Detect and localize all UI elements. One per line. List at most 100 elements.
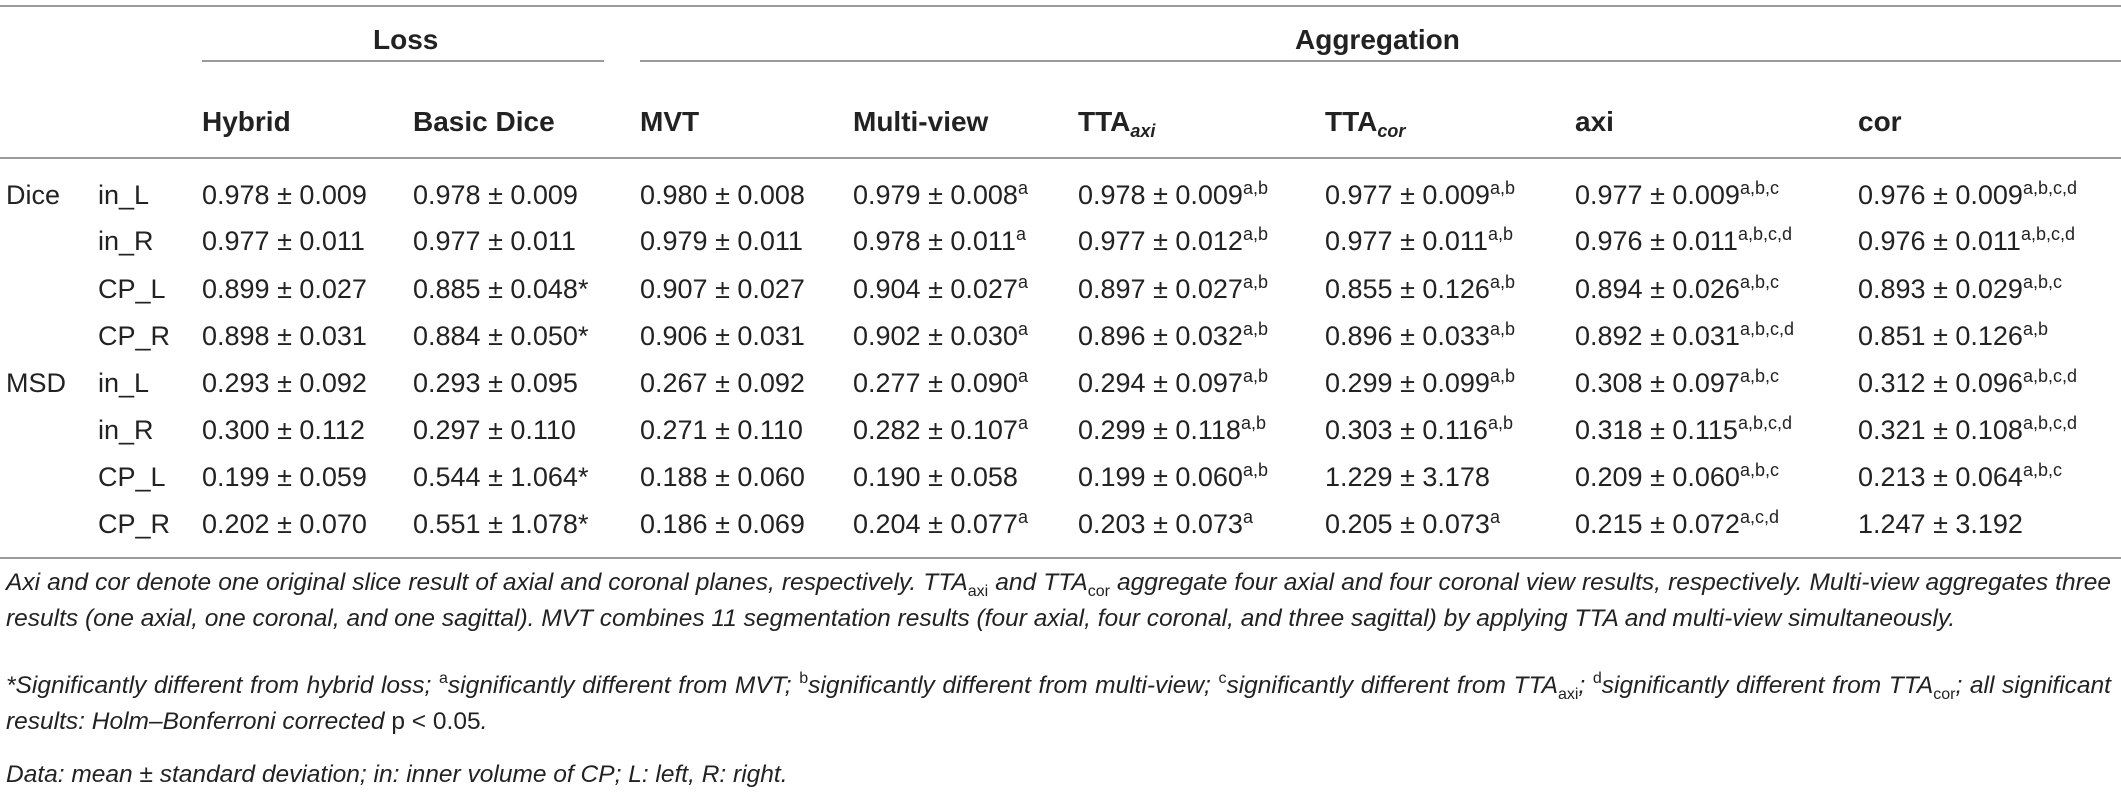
footnote-significance: *Significantly different from hybrid los… — [6, 670, 2111, 735]
significance-superscript: a,b — [1242, 366, 1268, 386]
loss-group-rule — [202, 60, 604, 62]
table-cell: 0.299 ± 0.099a,b — [1325, 366, 1515, 398]
row-metric-label: Dice — [6, 180, 61, 210]
column-header-mvt: MVT — [640, 106, 700, 137]
table-cell: 0.282 ± 0.107a — [853, 413, 1028, 445]
table-cell: 0.977 ± 0.011 — [413, 226, 576, 256]
table-cell: 0.894 ± 0.026a,b,c — [1575, 272, 1779, 304]
significance-superscript: a,b — [1487, 224, 1513, 244]
table-cell: 0.906 ± 0.031 — [640, 321, 805, 351]
column-header-tta-cor: TTAcor — [1325, 106, 1406, 141]
table-cell: 0.884 ± 0.050* — [413, 321, 589, 351]
table-cell: 0.544 ± 1.064* — [413, 462, 589, 492]
table-cell: 0.979 ± 0.008a — [853, 178, 1028, 210]
table-cell: 0.978 ± 0.009 — [202, 180, 367, 210]
table-cell: 0.199 ± 0.059 — [202, 462, 367, 492]
significance-superscript: a,b — [1242, 178, 1268, 198]
table-cell: 0.209 ± 0.060a,b,c — [1575, 460, 1779, 492]
table-cell: 0.980 ± 0.008 — [640, 180, 805, 210]
table-cell: 0.899 ± 0.027 — [202, 274, 367, 304]
table-cell: 0.213 ± 0.064a,b,c — [1858, 460, 2062, 492]
significance-superscript: a,b — [1489, 319, 1515, 339]
column-header-multi-view: Multi-view — [853, 106, 989, 137]
row-region-label: CP_L — [98, 462, 166, 492]
table-cell: 0.308 ± 0.097a,b,c — [1575, 366, 1779, 398]
aggregation-group-rule — [640, 60, 2121, 62]
table-cell: 0.978 ± 0.011a — [853, 224, 1026, 256]
significance-superscript: a,b,c — [1739, 460, 1779, 480]
table-cell: 0.893 ± 0.029a,b,c — [1858, 272, 2062, 304]
significance-superscript: a,b — [1489, 272, 1515, 292]
table-cell: 0.855 ± 0.126a,b — [1325, 272, 1515, 304]
table-cell: 0.297 ± 0.110 — [413, 415, 576, 445]
significance-superscript: a,b — [1489, 178, 1515, 198]
row-region-label: in_R — [98, 415, 154, 445]
table-cell: 0.977 ± 0.012a,b — [1078, 224, 1268, 256]
table-cell: 0.979 ± 0.011 — [640, 226, 803, 256]
significance-superscript: a,b — [1487, 413, 1513, 433]
footnote-data-legend: Data: mean ± standard deviation; in: inn… — [6, 761, 788, 788]
table-cell: 0.976 ± 0.011a,b,c,d — [1858, 224, 2075, 256]
table-cell: 0.851 ± 0.126a,b — [1858, 319, 2048, 351]
column-header-hybrid: Hybrid — [202, 106, 291, 137]
row-region-label: CP_R — [98, 509, 171, 539]
header-bottom-rule — [0, 157, 2121, 159]
loss-group-header: Loss — [373, 24, 439, 55]
table-top-rule — [0, 5, 2121, 7]
table-cell: 0.204 ± 0.077a — [853, 507, 1028, 539]
table-cell: 0.300 ± 0.112 — [202, 415, 365, 445]
significance-superscript: a,b,c,d — [1739, 319, 1794, 339]
table-cell: 0.190 ± 0.058 — [853, 462, 1018, 492]
significance-superscript: a,b,c — [1739, 178, 1779, 198]
column-header-cor: cor — [1858, 106, 1902, 137]
table-cell: 0.277 ± 0.090a — [853, 366, 1028, 398]
significance-superscript: a,b,c,d — [2022, 366, 2077, 386]
significance-superscript: a,b — [1242, 224, 1268, 244]
significance-superscript: a,b — [1240, 413, 1266, 433]
table-cell: 0.897 ± 0.027a,b — [1078, 272, 1268, 304]
table-bottom-rule — [0, 557, 2121, 559]
table-cell: 0.205 ± 0.073a — [1325, 507, 1500, 539]
significance-superscript: a,b,c — [2022, 460, 2062, 480]
significance-superscript: a,b — [1489, 366, 1515, 386]
table-cell: 0.904 ± 0.027a — [853, 272, 1028, 304]
column-header-basic-dice: Basic Dice — [413, 106, 555, 137]
significance-superscript: a,b,c — [1739, 366, 1779, 386]
row-region-label: in_L — [98, 368, 150, 398]
table-cell: 0.293 ± 0.092 — [202, 368, 367, 398]
significance-superscript: a — [1017, 319, 1028, 339]
table-cell: 0.303 ± 0.116a,b — [1325, 413, 1513, 445]
table-cell: 0.321 ± 0.108a,b,c,d — [1858, 413, 2077, 445]
table-cell: 0.896 ± 0.032a,b — [1078, 319, 1268, 351]
significance-superscript: a,b,c,d — [1737, 413, 1792, 433]
table-cell: 0.976 ± 0.009a,b,c,d — [1858, 178, 2077, 210]
significance-superscript: a,b — [2022, 319, 2048, 339]
significance-superscript: a — [1017, 366, 1028, 386]
significance-superscript: a — [1017, 507, 1028, 527]
significance-superscript: a — [1015, 224, 1026, 244]
table-cell: 0.186 ± 0.069 — [640, 509, 805, 539]
table-cell: 0.977 ± 0.009a,b — [1325, 178, 1515, 210]
significance-superscript: a,b — [1242, 460, 1268, 480]
table-cell: 0.267 ± 0.092 — [640, 368, 805, 398]
table-cell: 0.271 ± 0.110 — [640, 415, 803, 445]
table-cell: 0.199 ± 0.060a,b — [1078, 460, 1268, 492]
table-cell: 0.902 ± 0.030a — [853, 319, 1028, 351]
table-cell: 0.318 ± 0.115a,b,c,d — [1575, 413, 1792, 445]
column-header-axi: axi — [1575, 106, 1614, 137]
significance-superscript: a — [1017, 272, 1028, 292]
table-cell: 0.294 ± 0.097a,b — [1078, 366, 1268, 398]
table-cell: 0.885 ± 0.048* — [413, 274, 589, 304]
significance-superscript: a,b,c,d — [1737, 224, 1792, 244]
row-region-label: CP_L — [98, 274, 166, 304]
table-cell: 1.247 ± 3.192 — [1858, 509, 2023, 539]
column-header-tta-axi: TTAaxi — [1078, 106, 1156, 141]
row-region-label: CP_R — [98, 321, 171, 351]
table-cell: 0.978 ± 0.009a,b — [1078, 178, 1268, 210]
table-cell: 0.978 ± 0.009 — [413, 180, 578, 210]
row-region-label: in_L — [98, 180, 150, 210]
table-cell: 0.203 ± 0.073a — [1078, 507, 1253, 539]
significance-superscript: a,c,d — [1739, 507, 1779, 527]
table-cell: 0.898 ± 0.031 — [202, 321, 367, 351]
significance-superscript: a,b,c — [2022, 272, 2062, 292]
